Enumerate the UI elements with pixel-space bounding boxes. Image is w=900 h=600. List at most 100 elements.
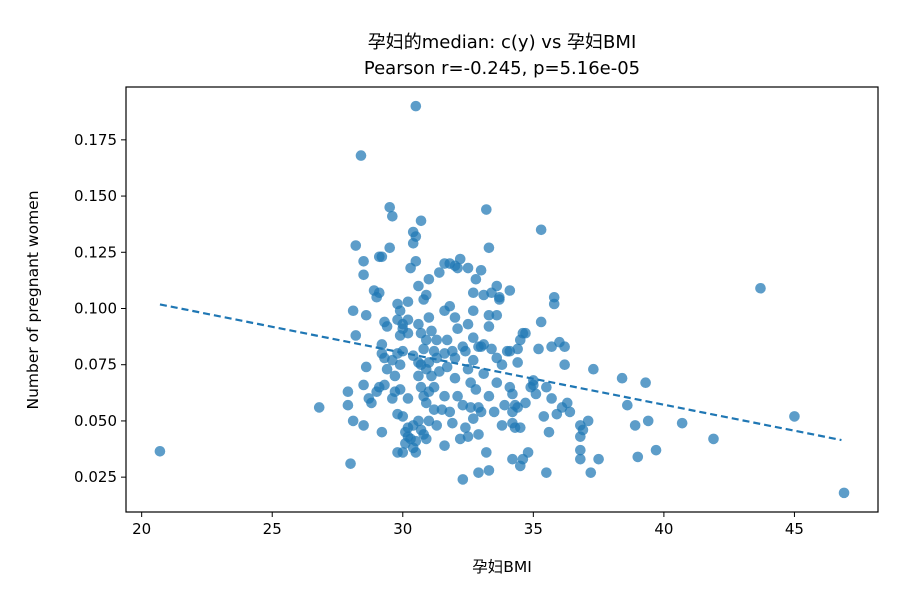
data-point bbox=[431, 420, 443, 431]
x-tick-label: 45 bbox=[785, 520, 804, 538]
data-point bbox=[507, 388, 518, 400]
y-axis-label: Number of pregnant women bbox=[24, 190, 42, 409]
data-point bbox=[462, 363, 474, 375]
data-point bbox=[454, 253, 466, 265]
y-axis: 0.025 0.050 0.075 0.100 0.125 0.150 0.175 bbox=[74, 131, 126, 486]
data-point bbox=[394, 384, 406, 395]
data-point bbox=[402, 327, 414, 339]
data-point bbox=[360, 361, 372, 373]
data-point bbox=[384, 242, 396, 254]
data-point bbox=[559, 359, 570, 371]
data-point bbox=[475, 406, 487, 418]
x-axis: 20 25 30 35 40 45 bbox=[132, 512, 804, 538]
data-point bbox=[585, 467, 597, 478]
data-point bbox=[360, 309, 372, 321]
data-point bbox=[520, 397, 531, 409]
data-point bbox=[402, 296, 414, 308]
data-point bbox=[535, 224, 547, 236]
data-point bbox=[483, 465, 495, 476]
data-point bbox=[457, 474, 469, 485]
data-point bbox=[410, 100, 422, 112]
data-point bbox=[838, 487, 850, 499]
data-points bbox=[154, 100, 850, 499]
data-point bbox=[434, 267, 445, 278]
data-point bbox=[575, 444, 586, 456]
data-point bbox=[420, 334, 432, 346]
data-point bbox=[640, 377, 651, 389]
data-point bbox=[629, 420, 641, 431]
data-point bbox=[423, 312, 435, 323]
data-point bbox=[444, 300, 456, 312]
data-point bbox=[475, 264, 487, 276]
data-point bbox=[462, 318, 474, 330]
data-point bbox=[491, 377, 503, 389]
data-point bbox=[420, 397, 432, 409]
y-tick-label: 0.025 bbox=[74, 468, 117, 486]
data-point bbox=[394, 305, 406, 317]
data-point bbox=[379, 379, 390, 391]
data-point bbox=[622, 399, 633, 411]
data-point bbox=[426, 325, 437, 337]
data-point bbox=[496, 359, 508, 371]
data-point bbox=[543, 426, 555, 438]
data-point bbox=[470, 273, 482, 285]
data-point bbox=[420, 433, 432, 445]
data-point bbox=[373, 287, 385, 299]
data-point bbox=[347, 415, 359, 427]
data-point bbox=[561, 397, 573, 409]
data-point bbox=[564, 406, 576, 418]
x-tick-label: 20 bbox=[132, 520, 151, 538]
data-point bbox=[546, 393, 557, 404]
data-point bbox=[582, 415, 594, 427]
data-point bbox=[350, 240, 362, 251]
data-point bbox=[507, 453, 518, 465]
data-point bbox=[486, 343, 497, 355]
data-point bbox=[460, 345, 471, 357]
data-point bbox=[467, 354, 479, 366]
data-point bbox=[413, 318, 424, 330]
data-point bbox=[452, 262, 463, 274]
data-point bbox=[397, 345, 409, 357]
data-point bbox=[467, 332, 479, 344]
x-tick-label: 40 bbox=[654, 520, 673, 538]
data-point bbox=[530, 388, 542, 400]
data-point bbox=[347, 305, 359, 317]
data-point bbox=[546, 341, 557, 353]
x-axis-label: 孕妇BMI bbox=[472, 558, 532, 576]
data-point bbox=[520, 327, 531, 339]
data-point bbox=[449, 352, 461, 364]
data-point bbox=[512, 357, 523, 368]
data-point bbox=[434, 366, 445, 377]
data-point bbox=[418, 343, 429, 355]
data-point bbox=[462, 431, 474, 442]
data-point bbox=[467, 413, 479, 424]
data-point bbox=[467, 287, 479, 299]
data-point bbox=[559, 341, 570, 353]
data-point bbox=[345, 458, 356, 469]
data-point bbox=[452, 390, 463, 402]
data-point bbox=[439, 390, 450, 402]
data-point bbox=[358, 379, 369, 391]
data-point bbox=[642, 415, 654, 427]
data-point bbox=[514, 422, 526, 433]
data-point bbox=[512, 402, 523, 413]
data-point bbox=[397, 447, 409, 458]
data-point bbox=[470, 384, 482, 395]
data-point bbox=[447, 417, 458, 429]
data-point bbox=[376, 251, 388, 263]
data-point bbox=[413, 280, 424, 292]
data-point bbox=[420, 289, 432, 301]
y-tick-label: 0.050 bbox=[74, 412, 117, 430]
data-point bbox=[415, 215, 427, 227]
data-point bbox=[676, 417, 688, 429]
data-point bbox=[397, 411, 409, 422]
data-point bbox=[650, 444, 662, 456]
chart-title: 孕妇的median: c(y) vs 孕妇BMI bbox=[368, 32, 637, 53]
data-point bbox=[426, 370, 437, 382]
data-point bbox=[535, 316, 547, 328]
data-point bbox=[632, 451, 644, 463]
data-point bbox=[350, 330, 362, 341]
data-point bbox=[494, 291, 505, 303]
data-point bbox=[491, 280, 503, 292]
